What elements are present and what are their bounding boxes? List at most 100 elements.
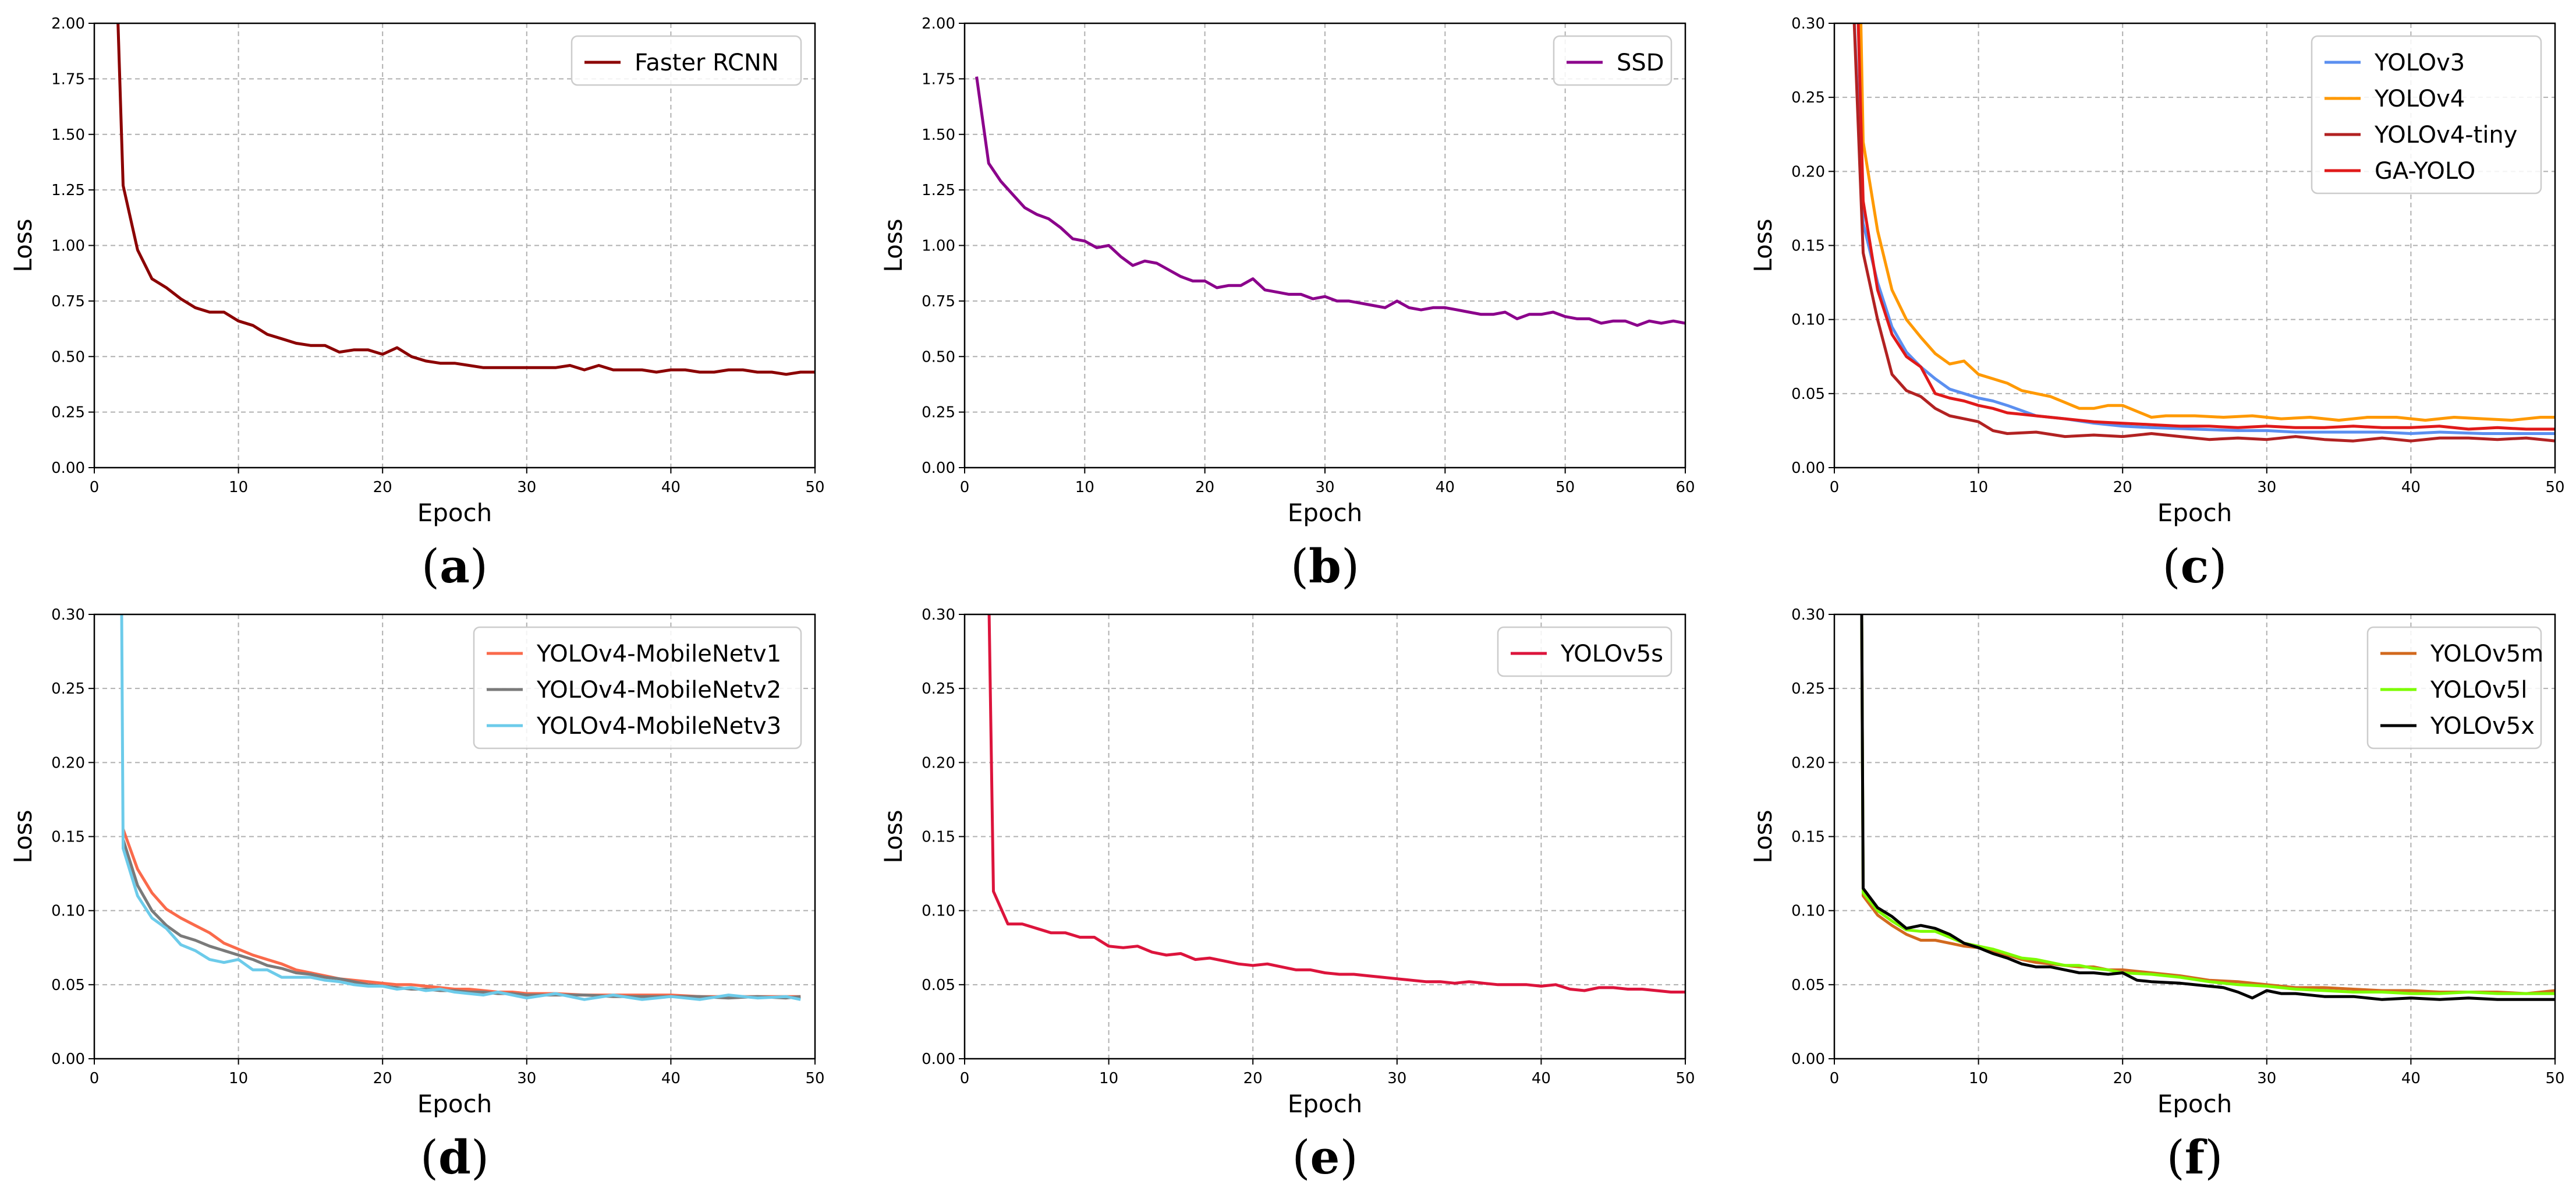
y-tick-label: 1.25 <box>51 182 85 199</box>
subplot-f: 0 10 20 30 40 50 0.00 0.05 0.10 0.15 0.20 0.25 0.30 E… <box>1749 606 2565 1185</box>
y-tick-label: 0.05 <box>1791 386 1825 403</box>
subplot-d: 0 10 20 30 40 50 0.00 0.05 0.10 0.15 0.20 0.25 0.30 E… <box>9 606 825 1185</box>
y-tick-label: 1.00 <box>922 238 955 255</box>
legend-box <box>2311 35 2542 195</box>
x-tick-label: 10 <box>1969 479 1988 496</box>
x-tick-label: 10 <box>1969 1070 1988 1087</box>
y-tick-label: 1.50 <box>922 126 955 144</box>
x-tick-label: 40 <box>1532 1070 1551 1087</box>
series-line-YOLOv5s <box>987 614 1685 994</box>
y-tick-label: 1.75 <box>51 70 85 88</box>
legend: YOLOv4-MobileNetv1 YOLOv4-MobileNetv2 YOLO… <box>473 626 802 750</box>
subplot-a: 0 10 20 30 40 50 0.00 0.25 0.50 0.75 1.00 1.25 1.50 1… <box>9 15 825 593</box>
series-line-Faster RCNN <box>116 23 815 376</box>
x-tick-label: 10 <box>229 1070 248 1087</box>
x-tick-label: 50 <box>2545 479 2564 496</box>
y-tick-label: 0.10 <box>1791 903 1825 920</box>
x-tick-label: 20 <box>1243 1070 1263 1087</box>
x-tick-label: 20 <box>1195 479 1214 496</box>
legend-label-SSD: SSD <box>1617 50 1664 76</box>
y-tick-label: 0.25 <box>1791 680 1825 698</box>
x-tick-label: 0 <box>960 1070 970 1087</box>
legend-label-YOLOv5s: YOLOv5s <box>1560 641 1663 667</box>
legend-label-GA-YOLO: GA-YOLO <box>2375 158 2475 185</box>
y-tick-label: 0.20 <box>1791 163 1825 181</box>
y-tick-label: 0.25 <box>51 404 85 422</box>
y-tick-label: 0.75 <box>51 293 85 310</box>
x-tick-label: 30 <box>517 1070 536 1087</box>
y-tick-label: 0.15 <box>1791 238 1825 255</box>
subplot-e: 0 10 20 30 40 50 0.00 0.05 0.10 0.15 0.20 0.25 0.30 E… <box>879 606 1695 1185</box>
y-tick-label: 0.00 <box>922 1051 955 1068</box>
y-tick-label: 0.00 <box>51 1051 85 1068</box>
y-tick-label: 0.75 <box>922 293 955 310</box>
legend-label-YOLOv4-tiny: YOLOv4-tiny <box>2374 122 2517 149</box>
x-tick-label: 50 <box>805 1070 824 1087</box>
legend: YOLOv3 YOLOv4 YOLOv4-tiny GA-YOLO <box>2311 35 2542 195</box>
y-tick-label: 2.00 <box>51 15 85 33</box>
x-tick-label: 30 <box>2257 479 2276 496</box>
y-tick-label: 0.50 <box>51 348 85 366</box>
y-tick-label: 1.75 <box>922 70 955 88</box>
x-tick-label: 50 <box>1675 1070 1695 1087</box>
x-tick-label: 10 <box>1099 1070 1118 1087</box>
legend: Faster RCNN <box>571 35 802 86</box>
x-tick-label: 40 <box>2401 479 2421 496</box>
series-line-YOLOv4-MobileNetv1 <box>122 828 801 998</box>
subplot-caption: (d) <box>420 1130 489 1185</box>
y-tick-label: 0.25 <box>51 680 85 698</box>
legend-label-YOLOv4-MobileNetv2: YOLOv4-MobileNetv2 <box>536 677 781 703</box>
y-tick-label: 0.20 <box>1791 754 1825 772</box>
x-tick-label: 0 <box>90 1070 100 1087</box>
subplot-caption: (c) <box>2162 539 2227 593</box>
x-axis-label: Epoch <box>2157 499 2233 527</box>
x-tick-label: 0 <box>960 479 970 496</box>
legend-label-YOLOv4-MobileNetv1: YOLOv4-MobileNetv1 <box>536 641 781 667</box>
series-line-YOLOv4-tiny <box>1852 23 2555 443</box>
x-tick-label: 50 <box>2545 1070 2564 1087</box>
legend-box <box>1497 626 1673 677</box>
series-line-YOLOv4 <box>1859 23 2555 422</box>
x-tick-label: 0 <box>90 479 100 496</box>
x-tick-label: 40 <box>661 1070 681 1087</box>
x-tick-label: 20 <box>373 479 392 496</box>
x-tick-label: 50 <box>1555 479 1575 496</box>
y-tick-label: 0.20 <box>51 754 85 772</box>
legend-label-Faster RCNN: Faster RCNN <box>635 50 779 76</box>
legend-box <box>2366 626 2542 750</box>
series-line-GA-YOLO <box>1856 23 2555 431</box>
y-axis-label: Loss <box>9 809 37 863</box>
y-axis-label: Loss <box>1749 809 1777 863</box>
x-tick-label: 20 <box>2113 1070 2132 1087</box>
y-tick-label: 0.00 <box>51 459 85 477</box>
y-tick-label: 0.25 <box>922 680 955 698</box>
x-tick-label: 40 <box>1436 479 1455 496</box>
y-tick-label: 0.00 <box>922 459 955 477</box>
subplot-c: 0 10 20 30 40 50 0.00 0.05 0.10 0.15 0.20 0.25 0.30 E… <box>1749 15 2565 593</box>
y-tick-label: 0.00 <box>1791 459 1825 477</box>
x-tick-label: 30 <box>2257 1070 2276 1087</box>
y-tick-label: 0.05 <box>51 977 85 994</box>
x-tick-label: 0 <box>1830 1070 1840 1087</box>
y-tick-label: 0.30 <box>1791 15 1825 33</box>
legend: SSD <box>1553 35 1673 86</box>
x-tick-label: 10 <box>1075 479 1094 496</box>
legend: YOLOv5m YOLOv5l YOLOv5x <box>2366 626 2543 750</box>
y-tick-label: 1.25 <box>922 182 955 199</box>
y-axis-label: Loss <box>9 218 37 272</box>
x-tick-label: 40 <box>2401 1070 2421 1087</box>
y-axis-label: Loss <box>879 809 908 863</box>
y-tick-label: 1.00 <box>51 238 85 255</box>
series-line-SSD <box>975 76 1685 327</box>
y-tick-label: 0.20 <box>922 754 955 772</box>
legend-box <box>473 626 802 750</box>
y-tick-label: 0.25 <box>922 404 955 422</box>
series-line-YOLOv5l <box>1860 614 2555 995</box>
x-tick-label: 30 <box>517 479 536 496</box>
x-tick-label: 20 <box>373 1070 392 1087</box>
legend-label-YOLOv5m: YOLOv5m <box>2430 641 2543 667</box>
x-tick-label: 60 <box>1675 479 1695 496</box>
subplot-caption: (b) <box>1291 539 1359 593</box>
legend-box <box>571 35 802 86</box>
x-tick-label: 30 <box>1315 479 1334 496</box>
